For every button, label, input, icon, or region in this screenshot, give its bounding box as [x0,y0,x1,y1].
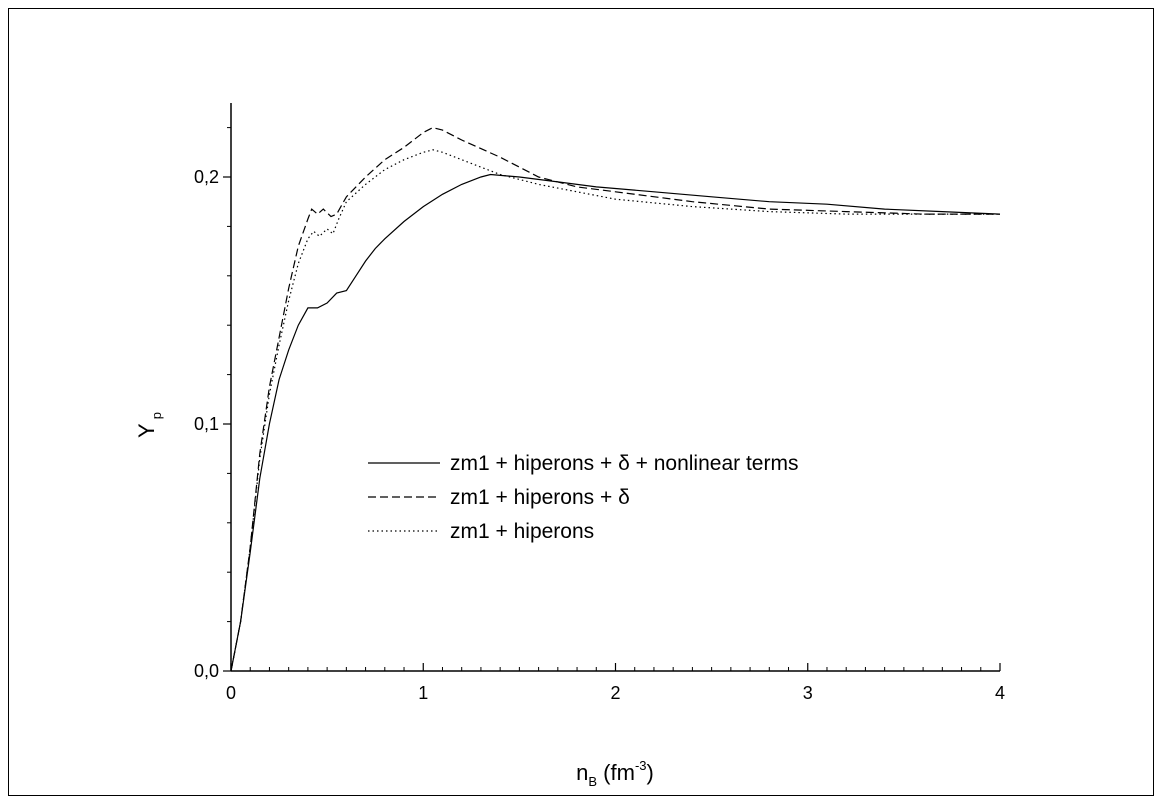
series-lines [230,126,1001,672]
x-tick-label: 4 [995,683,1005,703]
legend-label-3: zm1 + hiperons [450,520,594,543]
x-axis-label-main: n [576,760,588,785]
series-line-2 [230,126,1000,672]
figure-frame [8,8,1154,796]
legend: zm1 + hiperons + δ + nonlinear terms zm1 … [368,452,798,543]
legend-label-2: zm1 + hiperons + δ [450,486,630,509]
x-axis-label-sub: B [588,774,597,789]
x-axis-label-close: ) [647,760,654,785]
y-tick-label: 0,1 [194,414,219,434]
series-line-3 [230,149,1000,672]
legend-label-1: zm1 + hiperons + δ + nonlinear terms [450,452,798,475]
y-axis-label-sub: p [149,412,164,419]
x-axis-label-sup: -3 [635,758,647,773]
y-axis-label: Yp [134,412,164,438]
x-axis-label: nB (fm-3) [576,758,654,789]
y-tick-label: 0,0 [194,661,219,681]
y-tick-label: 0,2 [194,167,219,187]
y-axis-label-main: Y [134,423,159,438]
ticks: 0 1 2 3 4 0,0 0,1 0,2 [194,127,1005,703]
x-axis-label-unit: (fm [597,760,635,785]
x-tick-label: 3 [803,683,813,703]
x-tick-label: 0 [226,683,236,703]
x-tick-label: 1 [418,683,428,703]
series-line-1 [230,173,1001,672]
x-tick-label: 2 [610,683,620,703]
